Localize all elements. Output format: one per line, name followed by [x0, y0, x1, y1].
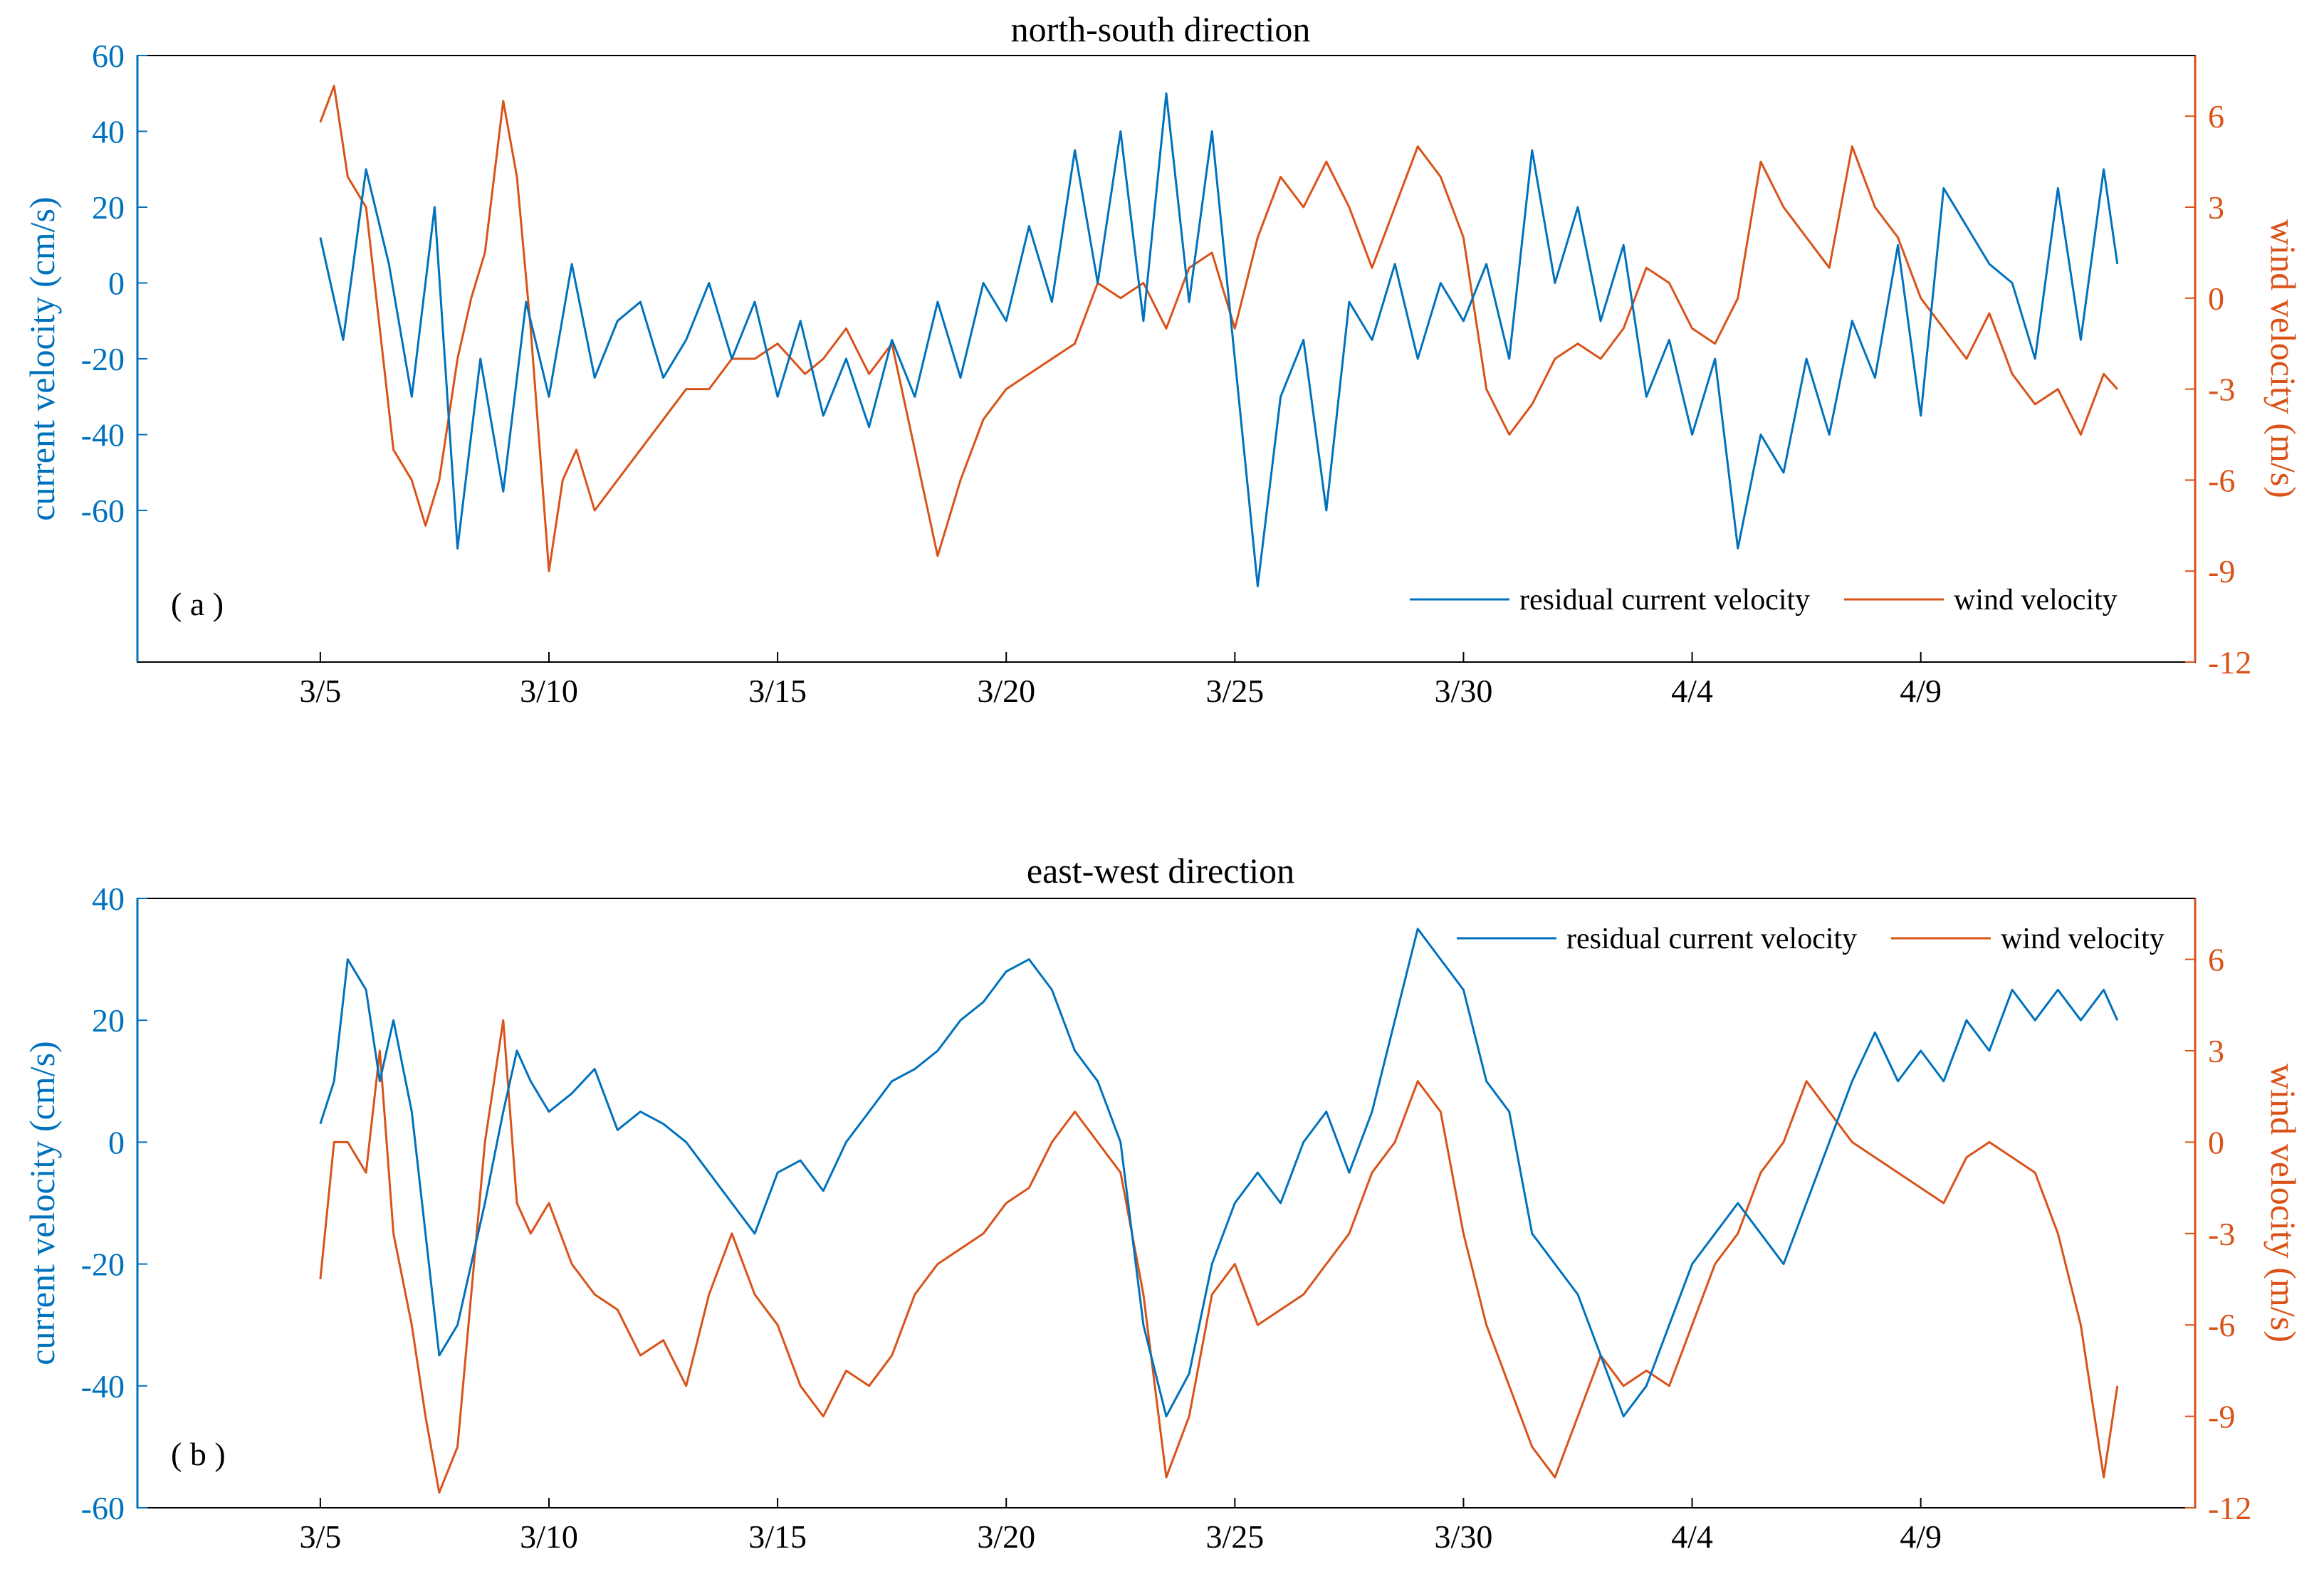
panel-a-label: ( a ) — [171, 586, 224, 622]
right-tick-label: -9 — [2208, 1399, 2235, 1435]
x-tick-label: 3/5 — [299, 1518, 341, 1555]
panel-b-right-axis-label: wind velocity (m/s) — [2263, 1064, 2303, 1343]
panel-a-north-south: north-south direction 3/5 3/10 3/15 3/20 3/2… — [22, 9, 2303, 709]
left-tick-label: 0 — [108, 266, 125, 302]
right-tick-label: 3 — [2208, 189, 2224, 226]
wind-velocity-line — [319, 1019, 2119, 1494]
left-tick-label: -20 — [81, 341, 125, 377]
panel-a-left-ticks: 60 40 20 0 -20 -40 -60 — [81, 38, 147, 529]
panel-b-legend-current-label: residual current velocity — [1566, 923, 1857, 955]
left-tick-label: -40 — [81, 1368, 125, 1405]
panel-a-right-ticks: 6 3 0 -3 -6 -9 -12 — [2185, 98, 2251, 681]
panel-a-legend-current-label: residual current velocity — [1519, 584, 1810, 616]
wind-velocity-line — [319, 85, 2118, 572]
panel-b-left-ticks: 40 20 0 -20 -40 -60 — [81, 881, 147, 1526]
right-tick-label: -12 — [2208, 1490, 2251, 1526]
right-tick-label: -3 — [2208, 372, 2235, 408]
panel-a-legend: residual current velocity wind velocity — [1410, 584, 2118, 616]
panel-b-right-ticks: 6 3 0 -3 -6 -9 -12 — [2185, 942, 2251, 1526]
panel-b-series — [319, 928, 2119, 1494]
panel-a-x-ticks: 3/5 3/10 3/15 3/20 3/25 3/30 4/4 4/9 — [299, 652, 1942, 709]
x-tick-label: 4/9 — [1900, 1518, 1942, 1555]
x-tick-label: 4/4 — [1671, 673, 1713, 709]
right-tick-label: 6 — [2208, 98, 2224, 135]
right-tick-label: -6 — [2208, 462, 2235, 498]
right-tick-label: 3 — [2208, 1033, 2224, 1069]
left-tick-label: -40 — [81, 417, 125, 453]
x-tick-label: 3/25 — [1205, 1518, 1264, 1555]
left-tick-label: 40 — [92, 114, 125, 150]
panel-b-left-axis-label: current velocity (cm/s) — [22, 1041, 62, 1365]
current-velocity-line — [319, 928, 2119, 1418]
right-tick-label: -12 — [2208, 644, 2251, 681]
panel-a-right-axis-label: wind velocity (m/s) — [2263, 219, 2303, 498]
right-tick-label: 0 — [2208, 1124, 2224, 1160]
panel-a-series — [319, 85, 2119, 587]
panel-a-title: north-south direction — [1011, 9, 1311, 49]
panel-a-frame — [137, 55, 2196, 663]
x-tick-label: 3/20 — [977, 673, 1035, 709]
panel-b-east-west: east-west direction 3/5 3/10 3/15 3/20 3/25 3… — [22, 851, 2303, 1555]
panel-b-legend: residual current velocity wind velocity — [1457, 923, 2165, 955]
right-tick-label: 0 — [2208, 280, 2224, 317]
panel-a-legend-wind-label: wind velocity — [1954, 584, 2118, 616]
right-tick-label: -6 — [2208, 1307, 2235, 1343]
left-tick-label: 20 — [92, 1002, 125, 1039]
panel-b-x-ticks: 3/5 3/10 3/15 3/20 3/25 3/30 4/4 4/9 — [299, 1498, 1942, 1555]
x-tick-label: 3/20 — [977, 1518, 1035, 1555]
x-tick-label: 3/25 — [1205, 673, 1264, 709]
x-tick-label: 3/15 — [748, 1518, 807, 1555]
left-tick-label: 60 — [92, 38, 125, 74]
left-tick-label: -60 — [81, 1490, 125, 1526]
panel-b-label: ( b ) — [171, 1436, 226, 1472]
x-tick-label: 3/10 — [520, 673, 578, 709]
x-tick-label: 3/5 — [299, 673, 341, 709]
panel-b-legend-wind-label: wind velocity — [2001, 923, 2165, 955]
right-tick-label: 6 — [2208, 942, 2224, 978]
current-velocity-line — [319, 92, 2119, 587]
panel-b-title: east-west direction — [1027, 851, 1294, 891]
x-tick-label: 3/30 — [1435, 673, 1493, 709]
left-tick-label: 0 — [108, 1124, 125, 1160]
right-tick-label: -3 — [2208, 1216, 2235, 1252]
panel-a-left-axis-label: current velocity (cm/s) — [22, 196, 62, 520]
x-tick-label: 3/15 — [748, 673, 807, 709]
left-tick-label: -60 — [81, 493, 125, 529]
x-tick-label: 4/9 — [1900, 673, 1942, 709]
left-tick-label: 40 — [92, 881, 125, 917]
x-tick-label: 3/30 — [1435, 1518, 1493, 1555]
right-tick-label: -9 — [2208, 553, 2235, 589]
x-tick-label: 3/10 — [520, 1518, 578, 1555]
left-tick-label: 20 — [92, 189, 125, 226]
x-tick-label: 4/4 — [1671, 1518, 1713, 1555]
left-tick-label: -20 — [81, 1247, 125, 1283]
